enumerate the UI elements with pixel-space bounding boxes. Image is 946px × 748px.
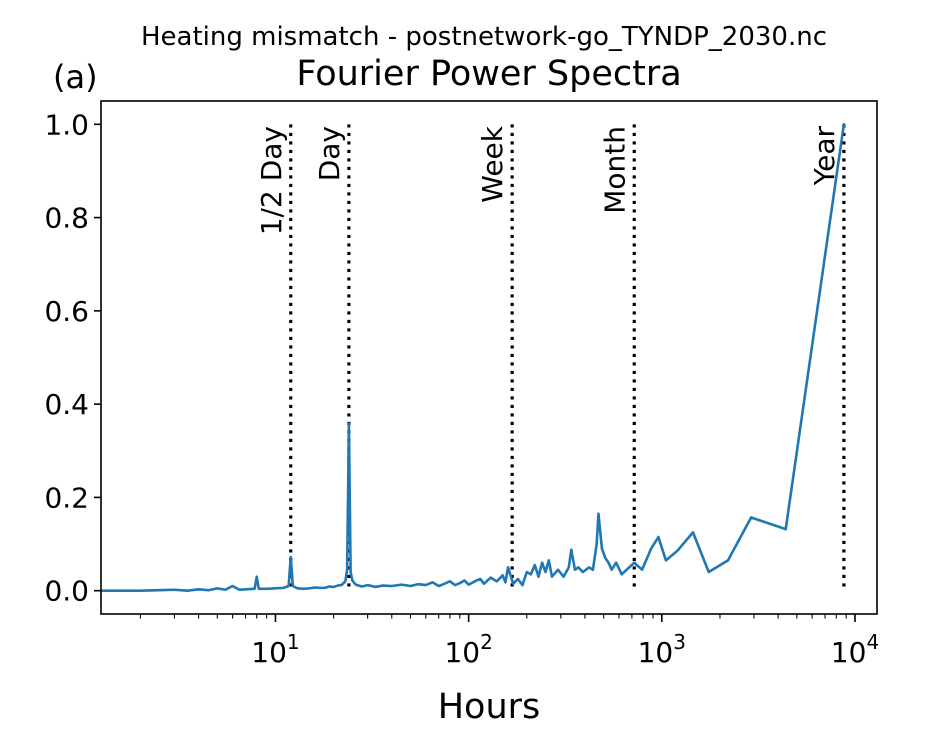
- y-tick-label: 0.2: [44, 481, 89, 514]
- y-tick-label: 1.0: [44, 108, 89, 141]
- chart-title: Fourier Power Spectra: [296, 54, 681, 94]
- x-tick-label: 104: [831, 630, 879, 669]
- y-tick-label: 0.0: [44, 575, 89, 608]
- y-axis: 0.0 0.2 0.4 0.6 0.8 1.0: [44, 108, 101, 608]
- series-group: [99, 123, 846, 592]
- reference-line-label: Week: [476, 125, 509, 202]
- reference-line-label: Day: [313, 126, 346, 181]
- chart-suptitle: Heating mismatch - postnetwork-go_TYNDP_…: [141, 22, 827, 52]
- y-tick-label: 0.8: [44, 202, 89, 235]
- x-tick-label: 102: [444, 630, 492, 669]
- y-tick-label: 0.6: [44, 295, 89, 328]
- x-axis: 101 102 103 104: [139, 614, 879, 669]
- reference-line-label: 1/2 Day: [255, 126, 288, 235]
- reference-line-label: Month: [598, 126, 631, 214]
- x-axis-label: Hours: [438, 687, 541, 727]
- y-tick-label: 0.4: [44, 388, 89, 421]
- series-line: [99, 123, 846, 592]
- reference-lines: [289, 124, 846, 591]
- x-tick-label: 101: [251, 630, 299, 669]
- panel-label: (a): [53, 58, 98, 96]
- x-tick-label: 103: [638, 630, 686, 669]
- reference-labels: 1/2 Day Day Week Month Year: [255, 125, 841, 235]
- axes-frame: [100, 100, 878, 615]
